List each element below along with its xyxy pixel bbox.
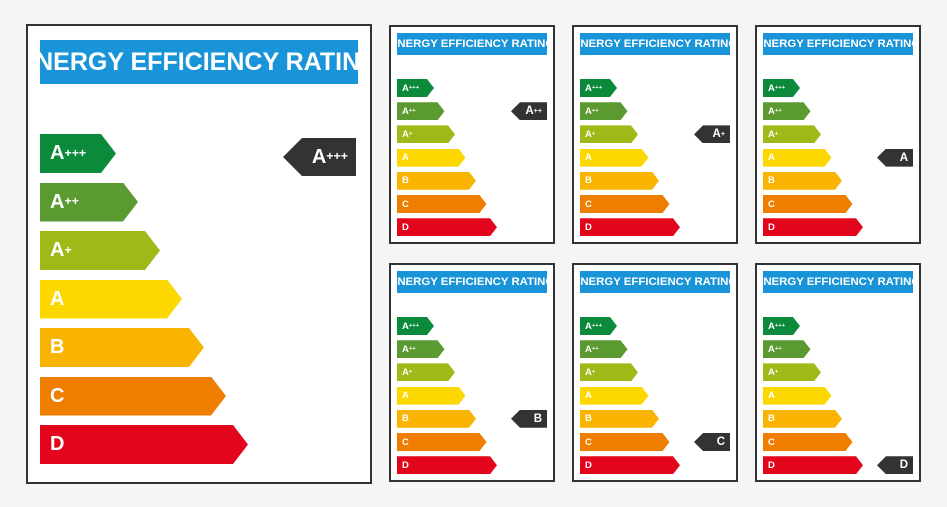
rating-bar-a: A — [40, 280, 182, 319]
energy-label-card: ENERGY EFFICIENCY RATING A +++ A ++ A + A B C D A + — [572, 25, 738, 244]
rating-bar-d: D — [580, 456, 680, 474]
rating-bar-a-2plus: A ++ — [580, 340, 628, 358]
label-title: ENERGY EFFICIENCY RATING — [580, 33, 730, 55]
rating-bar-b: B — [580, 410, 659, 428]
rating-bar-a-3plus: A +++ — [580, 79, 617, 97]
rating-bar-a-1plus: A + — [40, 231, 160, 270]
rating-bar-a-1plus: A + — [397, 125, 455, 143]
rating-indicator-arrow: B — [511, 409, 547, 428]
rating-bar-c: C — [397, 195, 487, 213]
energy-label-card: ENERGY EFFICIENCY RATING A +++ A ++ A + A B C D A — [755, 25, 921, 244]
rating-indicator-arrow: A — [877, 148, 913, 167]
rating-bar-c: C — [40, 377, 226, 416]
rating-bar-a-2plus: A ++ — [580, 102, 628, 120]
rating-bar-a: A — [397, 149, 466, 167]
label-title: ENERGY EFFICIENCY RATING — [397, 271, 547, 293]
rating-bar-d: D — [763, 218, 863, 236]
rating-bar-a-1plus: A + — [763, 363, 821, 381]
energy-label-card: ENERGY EFFICIENCY RATING A +++ A ++ A + A B C D B — [389, 263, 555, 482]
rating-bar-a-1plus: A + — [580, 125, 638, 143]
rating-bar-d: D — [763, 456, 863, 474]
rating-bar-a: A — [763, 149, 832, 167]
rating-bar-d: D — [397, 218, 497, 236]
rating-bar-c: C — [763, 195, 853, 213]
rating-bar-a-3plus: A +++ — [397, 79, 434, 97]
rating-bar-a-2plus: A ++ — [763, 340, 811, 358]
rating-bar-a: A — [763, 387, 832, 405]
rating-bar-b: B — [40, 328, 204, 367]
rating-bar-a-1plus: A + — [763, 125, 821, 143]
rating-bar-a: A — [580, 387, 649, 405]
rating-bar-a-3plus: A +++ — [763, 79, 800, 97]
energy-label-card: ENERGY EFFICIENCY RATING A +++ A ++ A + A B C D C — [572, 263, 738, 482]
rating-bar-a-2plus: A ++ — [40, 183, 138, 222]
rating-indicator-arrow: A ++ — [511, 102, 547, 121]
rating-bar-a-1plus: A + — [580, 363, 638, 381]
rating-bar-a-1plus: A + — [397, 363, 455, 381]
rating-indicator-arrow: D — [877, 456, 913, 475]
rating-bar-b: B — [763, 410, 842, 428]
rating-bar-b: B — [580, 172, 659, 190]
rating-bar-b: B — [763, 172, 842, 190]
rating-bar-c: C — [580, 433, 670, 451]
label-title: ENERGY EFFICIENCY RATING — [40, 40, 358, 84]
rating-bar-d: D — [397, 456, 497, 474]
label-title: ENERGY EFFICIENCY RATING — [763, 271, 913, 293]
rating-bar-a-2plus: A ++ — [397, 340, 445, 358]
rating-bar-a-2plus: A ++ — [763, 102, 811, 120]
label-title: ENERGY EFFICIENCY RATING — [580, 271, 730, 293]
rating-bar-d: D — [40, 425, 248, 464]
label-title: ENERGY EFFICIENCY RATING — [397, 33, 547, 55]
rating-bar-a-3plus: A +++ — [763, 317, 800, 335]
rating-indicator-arrow: A + — [694, 125, 730, 144]
rating-bar-c: C — [763, 433, 853, 451]
rating-bar-c: C — [397, 433, 487, 451]
rating-bar-a-3plus: A +++ — [397, 317, 434, 335]
rating-bar-a-3plus: A +++ — [40, 134, 116, 173]
label-title: ENERGY EFFICIENCY RATING — [763, 33, 913, 55]
rating-bar-d: D — [580, 218, 680, 236]
energy-label-card: ENERGY EFFICIENCY RATING A +++ A ++ A + A B C D D — [755, 263, 921, 482]
rating-indicator-arrow: A +++ — [283, 138, 356, 176]
rating-bar-b: B — [397, 172, 476, 190]
rating-bar-c: C — [580, 195, 670, 213]
rating-bar-b: B — [397, 410, 476, 428]
rating-bar-a: A — [580, 149, 649, 167]
rating-bar-a-3plus: A +++ — [580, 317, 617, 335]
rating-indicator-arrow: C — [694, 433, 730, 451]
energy-label-card: ENERGY EFFICIENCY RATING A +++ A ++ A + A B C D A ++ — [389, 25, 555, 244]
rating-bar-a-2plus: A ++ — [397, 102, 445, 120]
rating-bar-a: A — [397, 387, 466, 405]
